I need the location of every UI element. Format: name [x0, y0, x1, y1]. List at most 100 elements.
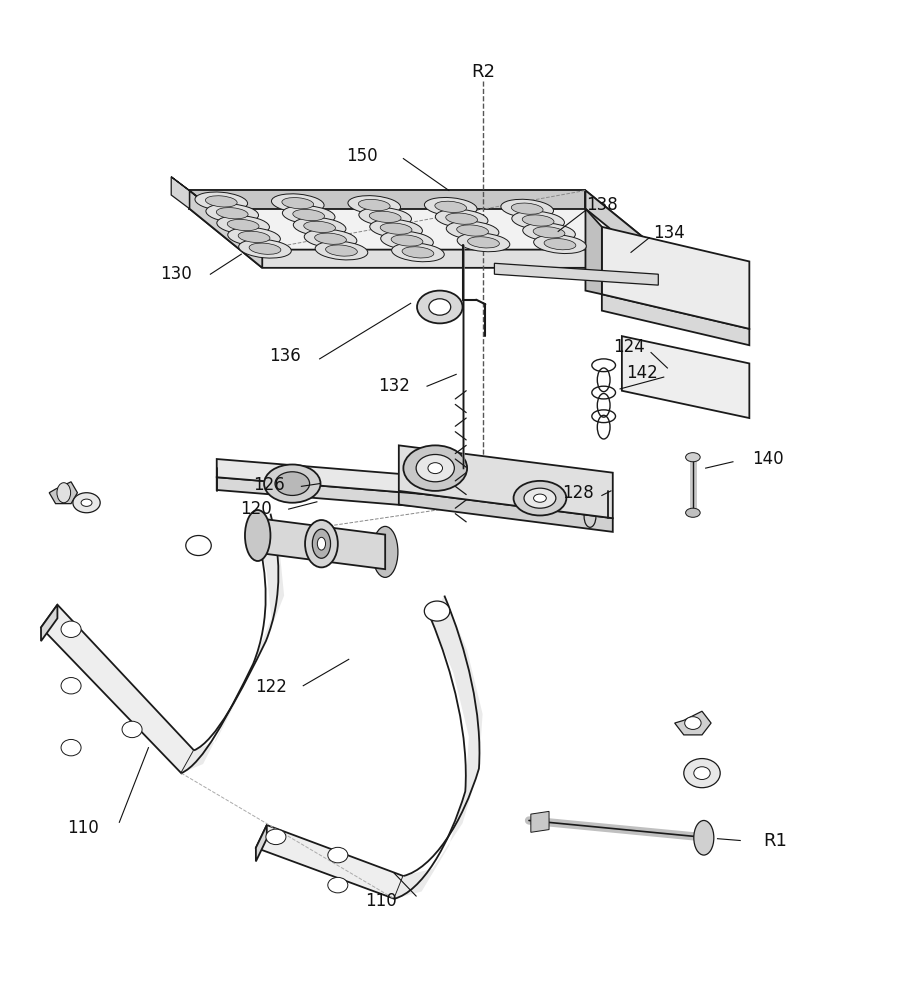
Polygon shape	[256, 825, 267, 861]
Polygon shape	[217, 459, 608, 509]
Ellipse shape	[685, 508, 700, 517]
Polygon shape	[585, 190, 659, 268]
Text: 140: 140	[752, 450, 783, 468]
Ellipse shape	[293, 209, 324, 221]
Ellipse shape	[391, 235, 423, 246]
Text: 120: 120	[240, 500, 272, 518]
Ellipse shape	[533, 494, 546, 502]
Ellipse shape	[402, 247, 434, 258]
Polygon shape	[602, 294, 749, 345]
Polygon shape	[41, 605, 194, 773]
Ellipse shape	[685, 453, 700, 462]
Ellipse shape	[227, 219, 259, 231]
Ellipse shape	[206, 204, 258, 223]
Polygon shape	[190, 209, 659, 268]
Ellipse shape	[249, 243, 281, 254]
Text: 142: 142	[626, 364, 658, 382]
Ellipse shape	[348, 196, 400, 214]
Ellipse shape	[195, 192, 247, 211]
Ellipse shape	[512, 211, 564, 230]
Ellipse shape	[684, 717, 701, 729]
Ellipse shape	[275, 472, 310, 495]
Ellipse shape	[61, 621, 82, 637]
Ellipse shape	[239, 239, 291, 258]
Text: 122: 122	[256, 678, 288, 696]
Polygon shape	[171, 177, 190, 209]
Ellipse shape	[359, 207, 411, 226]
Ellipse shape	[435, 201, 466, 212]
Polygon shape	[495, 263, 659, 285]
Ellipse shape	[205, 196, 237, 207]
Ellipse shape	[693, 767, 710, 780]
Ellipse shape	[424, 601, 450, 621]
Text: 134: 134	[653, 224, 685, 242]
Ellipse shape	[293, 218, 346, 236]
Text: 132: 132	[378, 377, 410, 395]
Polygon shape	[190, 190, 262, 268]
Ellipse shape	[328, 877, 348, 893]
Ellipse shape	[304, 229, 357, 248]
Text: 110: 110	[67, 819, 99, 837]
Polygon shape	[394, 596, 483, 899]
Ellipse shape	[511, 203, 543, 214]
Polygon shape	[190, 190, 659, 250]
Ellipse shape	[282, 198, 313, 209]
Ellipse shape	[424, 197, 477, 216]
Ellipse shape	[217, 216, 269, 234]
Ellipse shape	[370, 219, 422, 238]
Ellipse shape	[264, 464, 321, 503]
Ellipse shape	[82, 499, 92, 506]
Text: R1: R1	[763, 832, 787, 850]
Text: 138: 138	[586, 196, 617, 214]
Text: R2: R2	[472, 63, 496, 81]
Polygon shape	[256, 825, 403, 899]
Ellipse shape	[282, 206, 335, 224]
Ellipse shape	[328, 847, 348, 863]
Ellipse shape	[523, 223, 575, 242]
Ellipse shape	[315, 241, 368, 260]
Polygon shape	[622, 336, 749, 418]
Polygon shape	[171, 177, 262, 250]
Ellipse shape	[524, 488, 556, 508]
Polygon shape	[602, 227, 749, 329]
Text: 136: 136	[269, 347, 300, 365]
Ellipse shape	[122, 721, 142, 738]
Ellipse shape	[380, 223, 412, 234]
Ellipse shape	[305, 520, 338, 567]
Ellipse shape	[534, 235, 586, 254]
Ellipse shape	[514, 481, 566, 515]
Ellipse shape	[435, 209, 488, 228]
Ellipse shape	[238, 231, 270, 242]
Ellipse shape	[325, 245, 357, 256]
Polygon shape	[398, 445, 613, 518]
Ellipse shape	[403, 445, 467, 491]
Ellipse shape	[467, 237, 499, 248]
Polygon shape	[585, 209, 602, 294]
Ellipse shape	[501, 199, 553, 218]
Text: 130: 130	[160, 265, 191, 283]
Ellipse shape	[457, 225, 488, 236]
Ellipse shape	[358, 199, 390, 211]
Ellipse shape	[416, 454, 454, 482]
Text: 128: 128	[562, 484, 594, 502]
Ellipse shape	[417, 291, 463, 323]
Ellipse shape	[61, 678, 82, 694]
Polygon shape	[181, 514, 284, 773]
Ellipse shape	[228, 228, 280, 246]
Polygon shape	[190, 190, 585, 209]
Ellipse shape	[73, 493, 100, 513]
Polygon shape	[531, 811, 549, 832]
Ellipse shape	[446, 213, 477, 224]
Text: 124: 124	[614, 338, 645, 356]
Polygon shape	[217, 477, 608, 522]
Polygon shape	[675, 711, 711, 735]
Ellipse shape	[186, 536, 212, 556]
Ellipse shape	[373, 526, 398, 577]
Polygon shape	[257, 518, 385, 569]
Text: 126: 126	[253, 476, 285, 494]
Ellipse shape	[369, 211, 401, 222]
Ellipse shape	[317, 537, 325, 550]
Ellipse shape	[683, 759, 720, 788]
Text: 110: 110	[365, 892, 397, 910]
Ellipse shape	[522, 215, 554, 226]
